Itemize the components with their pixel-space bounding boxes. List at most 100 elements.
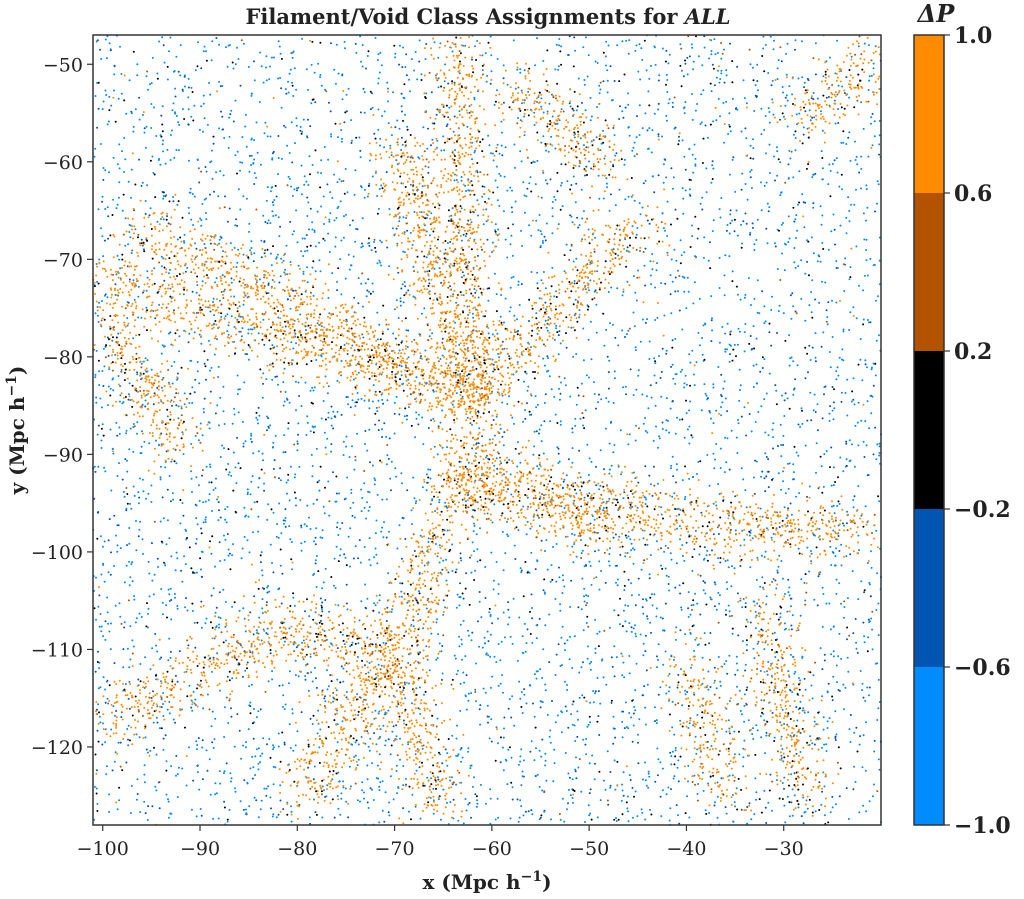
- scatter-point: [125, 487, 128, 489]
- scatter-point: [719, 680, 722, 683]
- scatter-point: [250, 563, 253, 566]
- scatter-point: [878, 445, 881, 448]
- scatter-point: [644, 706, 647, 709]
- scatter-point: [251, 755, 254, 758]
- scatter-point: [255, 748, 258, 751]
- scatter-point: [406, 489, 409, 492]
- scatter-point: [277, 745, 280, 748]
- scatter-point: [378, 821, 381, 824]
- scatter-point: [740, 467, 743, 470]
- scatter-point: [706, 740, 709, 743]
- scatter-point: [281, 731, 284, 734]
- scatter-point: [684, 59, 686, 62]
- scatter-point: [120, 368, 123, 371]
- scatter-point: [341, 73, 344, 76]
- scatter-point: [513, 544, 516, 547]
- scatter-point: [123, 371, 126, 374]
- scatter-point: [631, 505, 634, 508]
- scatter-point: [743, 406, 746, 409]
- scatter-point: [661, 347, 664, 350]
- scatter-point: [425, 43, 428, 45]
- scatter-point: [665, 83, 667, 86]
- scatter-point: [597, 174, 600, 177]
- scatter-point: [501, 530, 504, 533]
- scatter-point: [364, 282, 367, 285]
- scatter-point: [315, 686, 318, 689]
- scatter-point: [595, 465, 597, 468]
- scatter-point: [784, 243, 787, 246]
- scatter-point: [846, 414, 849, 417]
- scatter-point: [670, 763, 673, 766]
- scatter-point: [183, 241, 186, 244]
- scatter-point: [732, 516, 735, 519]
- scatter-point: [398, 364, 401, 367]
- scatter-point: [97, 650, 99, 653]
- scatter-point: [547, 150, 550, 153]
- scatter-point: [838, 502, 841, 505]
- scatter-point: [595, 484, 598, 487]
- scatter-point: [657, 108, 660, 111]
- scatter-point: [399, 300, 402, 303]
- scatter-point: [541, 738, 544, 741]
- scatter-point: [868, 694, 870, 697]
- scatter-point: [678, 822, 681, 825]
- scatter-point: [756, 642, 759, 645]
- scatter-point: [339, 122, 342, 125]
- scatter-point: [453, 264, 456, 267]
- scatter-point: [655, 722, 658, 725]
- scatter-point: [451, 543, 454, 546]
- scatter-point: [234, 787, 236, 790]
- scatter-point: [403, 83, 406, 86]
- scatter-point: [653, 46, 656, 49]
- scatter-point: [433, 445, 436, 448]
- scatter-point: [205, 170, 208, 173]
- scatter-point: [128, 79, 131, 82]
- scatter-point: [144, 405, 147, 408]
- scatter-point: [593, 518, 596, 521]
- scatter-point: [311, 680, 314, 683]
- scatter-point: [361, 44, 364, 46]
- scatter-point: [170, 555, 173, 558]
- scatter-point: [666, 91, 669, 93]
- scatter-point: [204, 516, 207, 519]
- scatter-point: [737, 327, 740, 330]
- scatter-point: [524, 417, 527, 420]
- scatter-point: [540, 440, 543, 443]
- scatter-point: [219, 782, 222, 785]
- scatter-point: [441, 446, 444, 449]
- scatter-point: [719, 467, 722, 469]
- scatter-point: [253, 172, 256, 175]
- scatter-point: [197, 439, 200, 442]
- scatter-point: [749, 231, 752, 234]
- scatter-point: [655, 719, 658, 722]
- scatter-point: [794, 266, 797, 269]
- scatter-point: [850, 55, 853, 58]
- scatter-point: [760, 133, 763, 136]
- scatter-point: [836, 681, 838, 684]
- scatter-point: [219, 85, 222, 88]
- scatter-point: [616, 287, 619, 290]
- scatter-point: [337, 604, 340, 607]
- scatter-point: [549, 143, 552, 146]
- scatter-point: [551, 207, 554, 210]
- scatter-point: [835, 378, 838, 381]
- scatter-point: [568, 776, 571, 779]
- scatter-point: [723, 380, 726, 383]
- scatter-point: [375, 743, 378, 746]
- scatter-point: [670, 755, 673, 758]
- scatter-point: [110, 703, 113, 706]
- scatter-point: [571, 723, 574, 726]
- scatter-point: [97, 511, 100, 513]
- scatter-point: [473, 776, 475, 779]
- scatter-point: [866, 319, 869, 321]
- scatter-point: [556, 714, 559, 717]
- scatter-point: [575, 777, 578, 780]
- scatter-point: [141, 244, 144, 247]
- scatter-point: [112, 198, 115, 201]
- scatter-point: [287, 682, 290, 685]
- scatter-point: [788, 815, 791, 818]
- scatter-point: [247, 515, 250, 518]
- scatter-point: [227, 333, 230, 336]
- scatter-point: [96, 708, 98, 711]
- scatter-point: [502, 64, 505, 67]
